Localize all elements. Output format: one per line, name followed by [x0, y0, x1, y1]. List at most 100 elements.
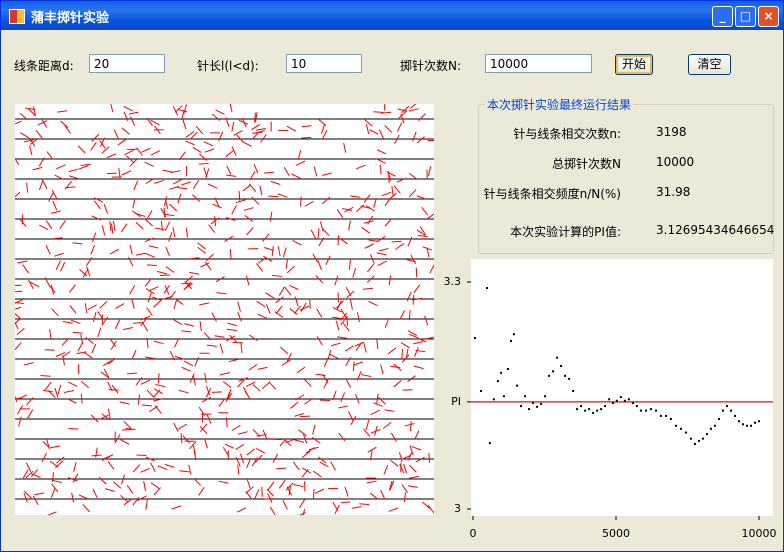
needle: [177, 108, 188, 113]
needle: [254, 112, 256, 123]
result-value: 10000: [656, 155, 695, 169]
needle: [286, 125, 296, 132]
needle: [360, 205, 371, 209]
needle: [15, 319, 20, 325]
needle: [59, 220, 66, 229]
needle: [413, 365, 424, 370]
needle: [222, 380, 232, 388]
needle: [376, 339, 379, 350]
needle: [407, 485, 418, 488]
needle: [397, 122, 403, 132]
needle: [231, 205, 237, 215]
needle: [145, 456, 155, 462]
needle: [226, 165, 232, 175]
needle: [185, 131, 195, 138]
needle: [92, 232, 97, 243]
needle: [141, 404, 152, 407]
y-tick-label: PI: [451, 395, 461, 408]
needle: [417, 235, 428, 238]
needle: [276, 467, 287, 470]
needle: [231, 121, 235, 132]
needle: [398, 452, 403, 462]
needle: [174, 105, 183, 113]
needle: [379, 164, 382, 175]
needle: [231, 146, 237, 156]
needle: [17, 260, 28, 264]
needle: [29, 145, 33, 156]
needle: [112, 481, 122, 489]
needle: [69, 305, 77, 314]
needle: [212, 203, 223, 209]
needle: [149, 286, 159, 292]
needle: [294, 305, 301, 314]
data-point: [627, 398, 630, 401]
needle: [91, 343, 97, 354]
needle: [309, 298, 311, 309]
needle: [197, 242, 206, 250]
data-point: [592, 411, 595, 414]
needle: [47, 511, 57, 515]
needle: [171, 505, 182, 510]
needle: [97, 327, 102, 338]
needle: [294, 439, 305, 443]
data-point: [733, 414, 736, 417]
needle: [193, 477, 202, 486]
needle: [164, 285, 170, 295]
maximize-button[interactable]: □: [735, 6, 756, 27]
needle: [169, 203, 178, 212]
needle: [120, 223, 128, 233]
text-input[interactable]: 10: [286, 54, 362, 73]
text-input[interactable]: 10000: [485, 54, 592, 73]
needle: [172, 106, 179, 116]
needle: [63, 390, 74, 393]
needle: [332, 316, 343, 320]
needle: [419, 226, 427, 236]
needle: [41, 179, 48, 189]
needle: [115, 303, 125, 309]
needle: [52, 200, 58, 211]
start-button[interactable]: 开始: [615, 54, 653, 75]
close-button[interactable]: ×: [758, 6, 779, 27]
needle: [82, 504, 90, 513]
needle: [145, 356, 156, 360]
needle: [106, 153, 117, 159]
result-value: 3198: [656, 125, 687, 139]
needle: [267, 481, 275, 491]
minimize-button[interactable]: _: [712, 6, 733, 27]
needle: [229, 104, 233, 113]
needle: [406, 291, 412, 302]
needle: [157, 465, 168, 470]
needle: [387, 347, 397, 355]
text-input[interactable]: 20: [89, 54, 165, 73]
needle: [312, 470, 322, 478]
needle: [121, 429, 132, 431]
needle: [25, 462, 32, 472]
needle: [211, 312, 217, 322]
needle: [132, 198, 136, 209]
needle: [86, 266, 91, 277]
needle: [120, 439, 130, 445]
needle: [225, 117, 230, 127]
needle: [319, 461, 329, 468]
needle: [215, 276, 225, 283]
result-label: 针与线条相交频度n/N(%): [483, 187, 621, 201]
needle: [45, 245, 51, 255]
needle: [229, 334, 238, 343]
clear-button[interactable]: 清空: [688, 54, 731, 75]
data-point: [520, 405, 523, 408]
needle: [282, 247, 287, 258]
needle: [429, 264, 434, 274]
needle: [364, 243, 374, 249]
needle: [378, 129, 384, 139]
needle: [19, 132, 30, 139]
needle: [312, 253, 319, 263]
needle: [28, 108, 37, 117]
needle: [44, 277, 51, 287]
needle: [92, 312, 97, 322]
needle: [384, 318, 390, 328]
needle: [400, 113, 405, 124]
data-point: [737, 420, 740, 423]
needle: [269, 506, 276, 515]
needle: [345, 286, 352, 297]
needle: [405, 348, 409, 359]
